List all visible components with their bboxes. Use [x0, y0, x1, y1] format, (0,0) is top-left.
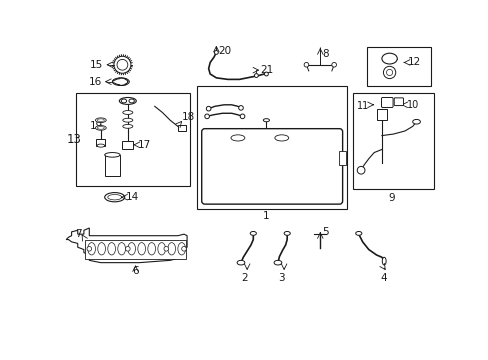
Bar	[376, 109, 386, 120]
Ellipse shape	[97, 144, 104, 147]
Ellipse shape	[230, 135, 244, 141]
Ellipse shape	[355, 231, 361, 235]
Circle shape	[125, 247, 130, 251]
Ellipse shape	[122, 118, 133, 122]
Circle shape	[383, 66, 395, 78]
Ellipse shape	[118, 243, 125, 255]
Text: 4: 4	[380, 273, 386, 283]
Ellipse shape	[274, 260, 281, 265]
Ellipse shape	[382, 257, 386, 265]
Text: 14: 14	[125, 192, 139, 202]
Ellipse shape	[237, 260, 244, 265]
Ellipse shape	[263, 119, 269, 122]
Ellipse shape	[147, 243, 155, 255]
Text: 3: 3	[278, 273, 285, 283]
Circle shape	[182, 247, 186, 251]
Ellipse shape	[158, 243, 165, 255]
Ellipse shape	[95, 126, 106, 130]
FancyBboxPatch shape	[381, 98, 392, 108]
Bar	[96, 139, 105, 145]
Circle shape	[386, 69, 392, 76]
Bar	[338, 151, 346, 165]
Ellipse shape	[98, 243, 105, 255]
Text: 15: 15	[90, 60, 103, 70]
Circle shape	[114, 56, 131, 73]
Text: 11: 11	[357, 101, 369, 111]
Ellipse shape	[284, 231, 290, 235]
Ellipse shape	[107, 194, 122, 200]
Circle shape	[240, 114, 244, 119]
Ellipse shape	[107, 243, 115, 255]
Text: 13: 13	[67, 133, 81, 146]
Text: 1: 1	[263, 211, 269, 221]
Text: 21: 21	[260, 65, 273, 75]
Ellipse shape	[274, 135, 288, 141]
Ellipse shape	[138, 243, 145, 255]
Ellipse shape	[104, 193, 124, 202]
Ellipse shape	[129, 99, 134, 103]
Circle shape	[117, 59, 127, 70]
Text: 20: 20	[218, 45, 230, 55]
Circle shape	[264, 72, 268, 76]
Ellipse shape	[95, 118, 106, 122]
Bar	[122, 141, 133, 149]
Circle shape	[331, 62, 336, 67]
Bar	[76, 93, 190, 186]
Circle shape	[304, 62, 308, 67]
Circle shape	[204, 114, 209, 119]
Circle shape	[254, 73, 258, 77]
Ellipse shape	[122, 111, 133, 114]
Bar	[85, 239, 185, 259]
Ellipse shape	[178, 243, 185, 255]
Bar	[353, 93, 433, 189]
Ellipse shape	[122, 125, 133, 128]
Ellipse shape	[87, 243, 95, 255]
FancyBboxPatch shape	[202, 129, 342, 204]
FancyBboxPatch shape	[393, 98, 403, 105]
Ellipse shape	[250, 231, 256, 235]
Ellipse shape	[381, 53, 396, 64]
Bar	[104, 155, 120, 176]
Bar	[197, 86, 346, 209]
Text: 9: 9	[388, 193, 394, 203]
Text: 10: 10	[406, 100, 418, 110]
Ellipse shape	[412, 120, 420, 124]
Ellipse shape	[119, 98, 136, 104]
Ellipse shape	[167, 243, 175, 255]
Circle shape	[357, 166, 364, 174]
Text: 17: 17	[138, 140, 151, 150]
Ellipse shape	[97, 119, 104, 122]
Text: 7: 7	[75, 229, 81, 239]
Text: 16: 16	[88, 77, 102, 87]
Text: 18: 18	[182, 112, 195, 122]
Text: 5: 5	[322, 227, 328, 237]
Ellipse shape	[121, 99, 126, 103]
Circle shape	[238, 105, 243, 110]
Circle shape	[163, 247, 168, 251]
Text: 19: 19	[90, 121, 103, 131]
Text: 2: 2	[241, 273, 247, 283]
Ellipse shape	[104, 153, 120, 157]
Polygon shape	[66, 228, 187, 263]
Ellipse shape	[127, 243, 135, 255]
Bar	[366, 47, 430, 86]
Text: 8: 8	[322, 49, 328, 59]
Circle shape	[214, 50, 218, 54]
Text: 6: 6	[132, 266, 139, 276]
Bar	[178, 125, 186, 131]
Ellipse shape	[97, 127, 104, 129]
Circle shape	[87, 247, 91, 251]
Text: 12: 12	[407, 58, 421, 67]
Circle shape	[206, 106, 210, 111]
